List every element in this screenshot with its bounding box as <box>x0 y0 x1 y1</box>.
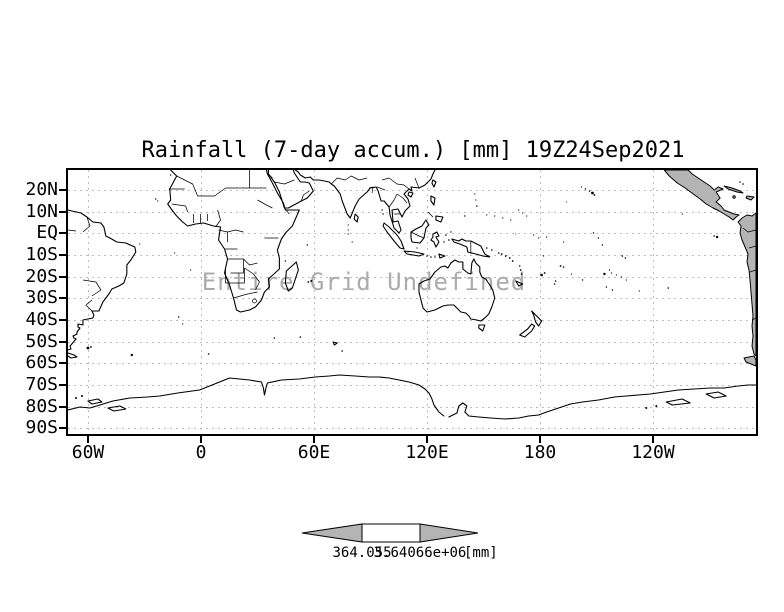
gray-landmasses <box>663 170 756 367</box>
lat-tick <box>59 189 66 191</box>
world-map <box>68 170 756 420</box>
lat-tick <box>59 384 66 386</box>
lat-tick-label: 30S <box>25 287 58 308</box>
gridline-lat <box>68 298 756 299</box>
colorbar-units-label: [mm] <box>464 545 498 561</box>
lon-tick <box>652 436 654 443</box>
lat-tick <box>59 427 66 429</box>
lat-tick <box>59 297 66 299</box>
colorbar-min-label: 364.055 <box>332 545 392 561</box>
lat-tick <box>59 319 66 321</box>
antarctica-coastline <box>68 341 756 420</box>
lat-tick-label: 70S <box>25 374 58 395</box>
lon-tick <box>313 436 315 443</box>
gridline-lon <box>653 170 654 434</box>
country-borders <box>68 170 472 312</box>
small-islands <box>74 174 744 409</box>
gridline-lat <box>68 342 756 343</box>
lat-tick-label: EQ <box>36 222 58 243</box>
lat-tick <box>59 254 66 256</box>
lon-tick-label: 120E <box>405 442 449 463</box>
gridline-lon <box>540 170 541 434</box>
gridline-lon <box>427 170 428 434</box>
lon-tick <box>200 436 202 443</box>
lat-tick-label: 20S <box>25 266 58 287</box>
lat-tick <box>59 211 66 213</box>
lon-tick-label: 0 <box>195 442 207 463</box>
gridline-lat <box>68 428 756 429</box>
colorbar <box>301 523 479 547</box>
gridline-lon <box>88 170 89 434</box>
gridline-lat <box>68 320 756 321</box>
lon-tick <box>87 436 89 443</box>
colorbar-max-label: 3.64066e+06 <box>373 545 467 561</box>
lon-tick-label: 60E <box>297 442 331 463</box>
colorbar-left-arrow <box>301 523 363 543</box>
lon-tick-label: 60W <box>71 442 105 463</box>
lat-tick <box>59 232 66 234</box>
gridline-lat <box>68 212 756 213</box>
lat-tick-label: 50S <box>25 331 58 352</box>
lat-tick-label: 20N <box>25 179 58 200</box>
lat-tick <box>59 276 66 278</box>
map-frame: Entire Grid Undefined <box>66 168 758 436</box>
lat-tick-label: 80S <box>25 396 58 417</box>
colorbar-right-arrow <box>419 523 479 543</box>
lat-tick-label: 60S <box>25 352 58 373</box>
lat-tick-label: 40S <box>25 309 58 330</box>
lat-tick-label: 10S <box>25 244 58 265</box>
lat-tick <box>59 406 66 408</box>
gridline-lon <box>201 170 202 434</box>
lat-tick-label: 10N <box>25 201 58 222</box>
gridline-lat <box>68 277 756 278</box>
colorbar-mid-cell <box>361 523 421 543</box>
gridline-lat <box>68 363 756 364</box>
gridline-lat <box>68 255 756 256</box>
lat-tick <box>59 362 66 364</box>
plot-title: Rainfall (7-day accum.) [mm] 19Z24Sep202… <box>141 138 685 163</box>
lon-tick <box>539 436 541 443</box>
lon-tick-label: 180 <box>523 442 557 463</box>
coastlines <box>68 170 543 359</box>
gridline-lon <box>314 170 315 434</box>
gridline-lat <box>68 385 756 386</box>
colorbar-arrow <box>301 523 479 543</box>
lat-tick <box>59 341 66 343</box>
lon-tick-label: 120W <box>631 442 675 463</box>
gridline-lat <box>68 233 756 234</box>
gridline-lat <box>68 407 756 408</box>
lon-tick <box>426 436 428 443</box>
lat-tick-label: 90S <box>25 417 58 438</box>
